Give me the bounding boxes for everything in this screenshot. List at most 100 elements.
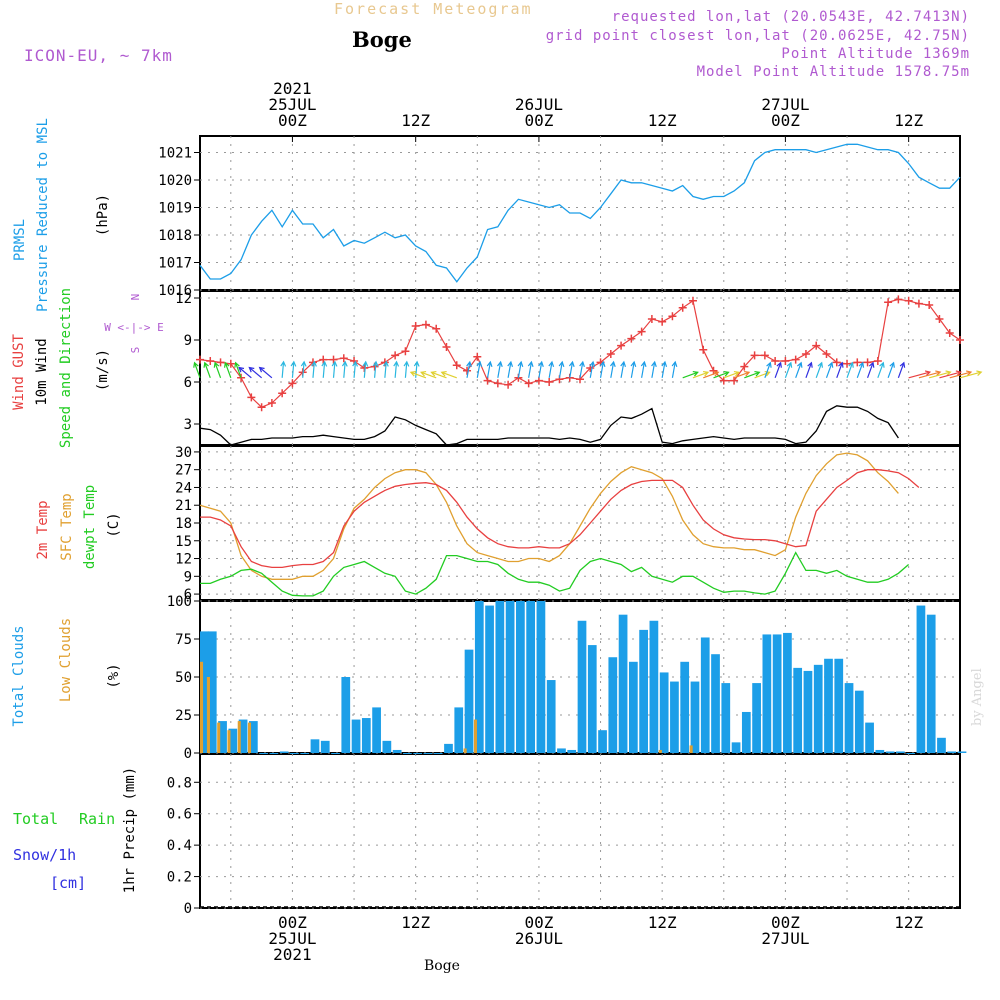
wind-arrow-head [352,360,359,367]
y-axis-ticks: 1016101710181019102010213691269121518212… [158,146,200,917]
precip-tick-label: 0.4 [167,838,192,854]
wind-arrow [410,371,427,379]
top-time-label: 2021 [273,79,312,98]
wind-arrow [579,361,584,378]
total-clouds-bar [238,719,248,753]
temp-tick-label: 15 [175,534,192,550]
site-name: Boge [352,27,412,52]
wind-gust-point [658,317,667,326]
wind-tick-label: 6 [184,375,192,391]
wind-arrow [548,361,553,378]
cloud-unit: (%) [106,663,122,688]
wind-arrow [558,361,563,378]
total-clouds-bar [587,645,597,753]
wind-arrow-head [848,361,854,368]
wind-gust-point [278,389,287,398]
wind-gust-line [199,298,961,408]
wind-arrow-head [486,360,493,367]
total-clouds-bar [269,753,279,754]
total-clouds-bar [854,690,864,753]
wind-gust-point [935,315,944,323]
wind-arrow-head [280,360,287,367]
wind-arrow-head [924,370,932,376]
bottom-time-label: 25JUL [268,929,316,948]
total-clouds-bar [413,753,423,754]
wind-arrow [692,371,709,379]
wind-gust-point [257,403,266,412]
panel-frames [199,135,961,909]
wind-arrow [353,361,357,378]
low-clouds-bar [689,745,693,753]
wind-arrow [877,362,884,379]
total-clouds-bar [259,753,268,754]
total-clouds-bar [505,601,515,753]
total-clouds-bar [200,631,209,753]
wind-arrow-head [630,360,637,367]
wind-arrow-head [965,370,973,376]
wind-arrow [703,371,719,379]
total-clouds-bar [885,751,895,753]
wind-gust-point [411,322,420,330]
precip-frame [199,753,961,909]
wind-arrow [610,361,615,378]
wind-arrow [259,367,273,379]
wind-tick-label: 12 [175,291,192,307]
total-label: Total [13,810,58,828]
total-clouds-bar [474,601,484,753]
wind-arrow [291,361,295,378]
wind-gust-point [884,298,893,307]
total-clouds-bar [937,737,946,753]
dewpt-label: dewpt Temp [82,485,98,569]
wind-gust-point [719,376,728,385]
wind-gust-point [288,379,297,388]
wind-arrow [744,371,760,379]
total-clouds-bar [906,753,916,754]
wind-arrow-head [213,361,220,368]
bottom-time-label: 12Z [401,913,430,932]
top-time-label: 00Z [771,111,800,130]
temp-panel-labels: 2m Temp SFC Temp dewpt Temp (C) [35,485,122,569]
wind-arrow-head [764,370,771,377]
rain-label: Rain [79,810,115,828]
wind-gust-point [247,393,256,402]
total-clouds-bar [464,649,474,753]
pressure-label-msl: Pressure Reduced to MSL [35,118,51,312]
panel-grids [200,136,960,909]
wind-arrow-head [733,370,740,377]
pressure-panel-labels: PRMSL Pressure Reduced to MSL (hPa) [12,118,111,312]
wind-arrow [431,371,447,379]
wind-gust-point [853,358,862,367]
wind-arrow-head [223,361,230,368]
wind-arrow [343,361,346,378]
wind-gust-point [606,350,615,358]
wind-arrow [836,362,843,379]
wind-arrow [929,371,951,379]
low-clouds-bar [658,749,662,753]
wind-gust-point [432,324,441,333]
total-clouds-bar [392,749,402,753]
requested-coords: requested lon,lat (20.0543E, 42.7413N) [611,9,970,25]
total-clouds-bar [331,753,340,754]
wind-gust-point [730,376,739,385]
wind-gust-point [463,366,472,375]
compass-south: S [129,347,142,354]
wind-gust-point [781,357,790,365]
wind-arrow [939,371,961,379]
total-clouds-bar [382,740,392,753]
wind-arrow-head [440,370,447,377]
wind-panel-labels: Wind GUST 10m Wind Speed and Direction (… [11,288,164,448]
wind-arrow [497,361,502,378]
top-time-label: 12Z [894,111,923,130]
total-clouds-bar [279,751,289,753]
total-clouds-bar [608,657,618,753]
wind-arrow-head [311,360,317,367]
bottom-time-label: 2021 [273,945,312,964]
wind-gust-point [904,296,913,305]
wind-arrow [589,361,594,378]
low-clouds-bar [463,748,467,753]
wind-arrow [486,361,491,378]
wind-arrow-head [258,366,265,373]
wind-arrow [867,362,874,379]
wind-arrow-head [640,360,647,367]
